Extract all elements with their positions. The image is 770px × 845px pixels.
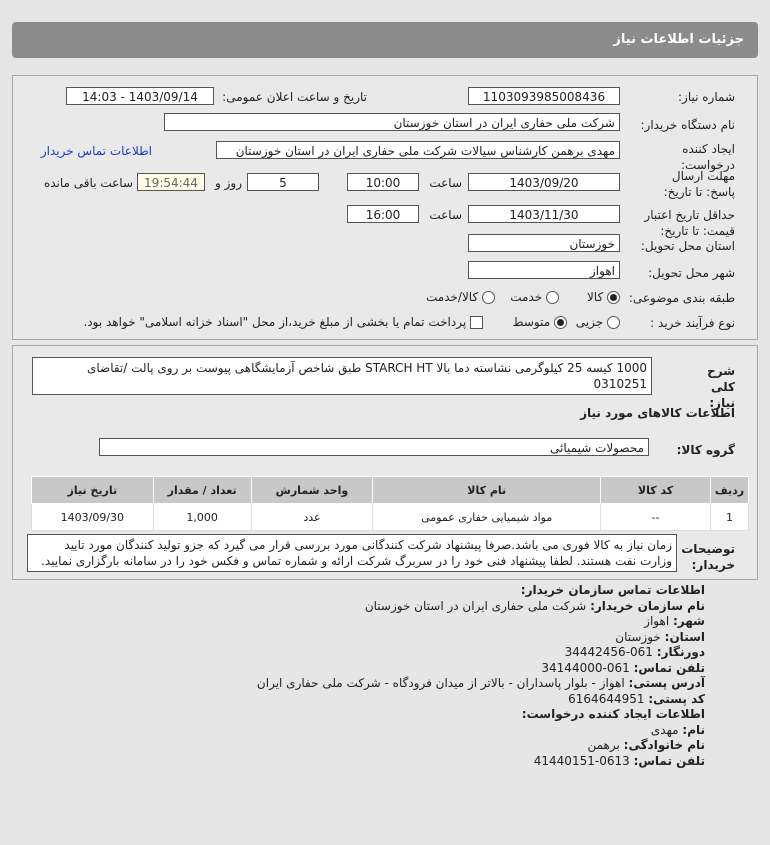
category-radio-service[interactable]: خدمت: [510, 290, 559, 304]
contact-fax: 061-34442456: [564, 645, 653, 659]
goods-group-field: محصولات شیمیائی: [99, 438, 649, 456]
reply-deadline-label: مهلت ارسال پاسخ: تا تاریخ:: [663, 169, 735, 199]
table-row: 1 -- مواد شیمیایی حفاری عمومی عدد 1,000 …: [31, 503, 750, 531]
buyer-field: شرکت ملی حفاری ایران در استان خوزستان: [164, 113, 620, 131]
category-radio-goods[interactable]: کالا: [587, 290, 620, 304]
buyer-notes-field: زمان نیاز به کالا فوری می باشد.صرفا پیشن…: [27, 534, 677, 572]
reply-time-field: 10:00: [347, 173, 419, 191]
cell: مواد شیمیایی حفاری عمومی: [372, 503, 602, 531]
col-header: کد کالا: [600, 476, 711, 504]
details-panel: شرح کلی نیاز: 1000 کیسه 25 کیلوگرمی نشاس…: [12, 345, 758, 580]
buyer-contact-link[interactable]: اطلاعات تماس خریدار: [40, 144, 152, 158]
days-label: روز و: [215, 176, 242, 190]
col-header: تاریخ نیاز: [31, 476, 154, 504]
days-field: 5: [247, 173, 319, 191]
buyer-contact-section: اطلاعات تماس سازمان خریدار: نام سازمان خ…: [256, 583, 705, 768]
need-number-label: شماره نیاز:: [678, 90, 735, 104]
contact-org: شرکت ملی حفاری ایران در استان خوزستان: [364, 598, 587, 613]
validity-label: حداقل تاریخ اعتبار قیمت: تا تاریخ:: [644, 208, 735, 238]
col-header: ردیف: [709, 476, 750, 504]
validity-time-label: ساعت: [429, 208, 462, 222]
province-field: خوزستان: [468, 234, 620, 252]
goods-group-label: گروه کالا:: [676, 443, 735, 457]
creator-field: مهدی برهمن کارشناس سیالات شرکت ملی حفاری…: [216, 141, 620, 159]
city-field: اهواز: [468, 261, 620, 279]
goods-table: ردیف کد کالا نام کالا واحد شمارش تعداد /…: [31, 476, 750, 531]
creator-phone: 0613-41440151: [533, 753, 630, 768]
cell: --: [600, 503, 711, 531]
buyer-label: نام دستگاه خریدار:: [640, 118, 736, 132]
creator-name: مهدی: [650, 722, 679, 737]
need-number-field: 1103093985008436: [468, 87, 620, 105]
goods-section-title: اطلاعات کالاهای مورد نیاز: [580, 406, 735, 420]
radio-icon[interactable]: [546, 291, 559, 304]
remaining-label: ساعت باقی مانده: [43, 176, 133, 190]
cell: 1403/09/30: [31, 503, 154, 531]
creator-info-title: اطلاعات ایجاد کننده درخواست:: [521, 707, 705, 721]
contact-phone: 061-34144000: [541, 660, 630, 675]
table-header-row: ردیف کد کالا نام کالا واحد شمارش تعداد /…: [31, 476, 750, 504]
col-header: واحد شمارش: [250, 476, 374, 504]
validity-date-field: 1403/11/30: [468, 205, 620, 223]
col-header: نام کالا: [372, 476, 602, 504]
process-label: نوع فرآیند خرید :: [650, 316, 735, 330]
checkbox-icon[interactable]: [470, 316, 483, 329]
city-label: شهر محل تحویل:: [648, 266, 735, 280]
cell: 1,000: [152, 503, 252, 531]
contact-title: اطلاعات تماس سازمان خریدار:: [520, 583, 705, 597]
contact-address: اهواز - بلوار پاسداران - بالاتر از میدان…: [256, 676, 625, 690]
validity-time-field: 16:00: [347, 205, 419, 223]
reply-time-label: ساعت: [429, 176, 462, 190]
contact-city: اهواز: [644, 614, 670, 628]
buyer-notes-label: توضیحات خریدار:: [681, 542, 735, 572]
announce-field: 1403/09/14 - 14:03: [66, 87, 214, 105]
process-radio-minor[interactable]: جزیی: [576, 315, 620, 329]
cell: 1: [709, 503, 750, 531]
description-label: شرح کلی نیاز:: [707, 364, 735, 410]
description-field: 1000 کیسه 25 کیلوگرمی نشاسته دما بالا ST…: [32, 357, 652, 395]
treasury-payment-checkbox[interactable]: پرداخت تمام یا بخشی از مبلغ خرید،از محل …: [83, 315, 483, 329]
creator-label: ایجاد کننده درخواست:: [681, 142, 735, 172]
province-label: استان محل تحویل:: [640, 239, 735, 253]
remaining-time-field: 19:54:44: [137, 173, 205, 191]
category-radio-both[interactable]: کالا/خدمت: [426, 290, 495, 304]
radio-icon[interactable]: [607, 291, 620, 304]
process-radio-medium[interactable]: متوسط: [512, 315, 567, 329]
contact-postal: 6164644951: [568, 691, 645, 706]
radio-icon[interactable]: [554, 316, 567, 329]
radio-icon[interactable]: [607, 316, 620, 329]
col-header: تعداد / مقدار: [152, 476, 252, 504]
radio-icon[interactable]: [482, 291, 495, 304]
cell: عدد: [250, 503, 374, 531]
reply-date-field: 1403/09/20: [468, 173, 620, 191]
page-header: جزئیات اطلاعات نیاز: [12, 22, 758, 58]
category-label: طبقه بندی موضوعی:: [628, 291, 735, 305]
contact-province: خوزستان: [615, 629, 661, 644]
creator-family: برهمن: [587, 738, 620, 752]
need-info-panel: شماره نیاز: 1103093985008436 تاریخ و ساع…: [12, 75, 758, 340]
announce-label: تاریخ و ساعت اعلان عمومی:: [222, 90, 367, 104]
